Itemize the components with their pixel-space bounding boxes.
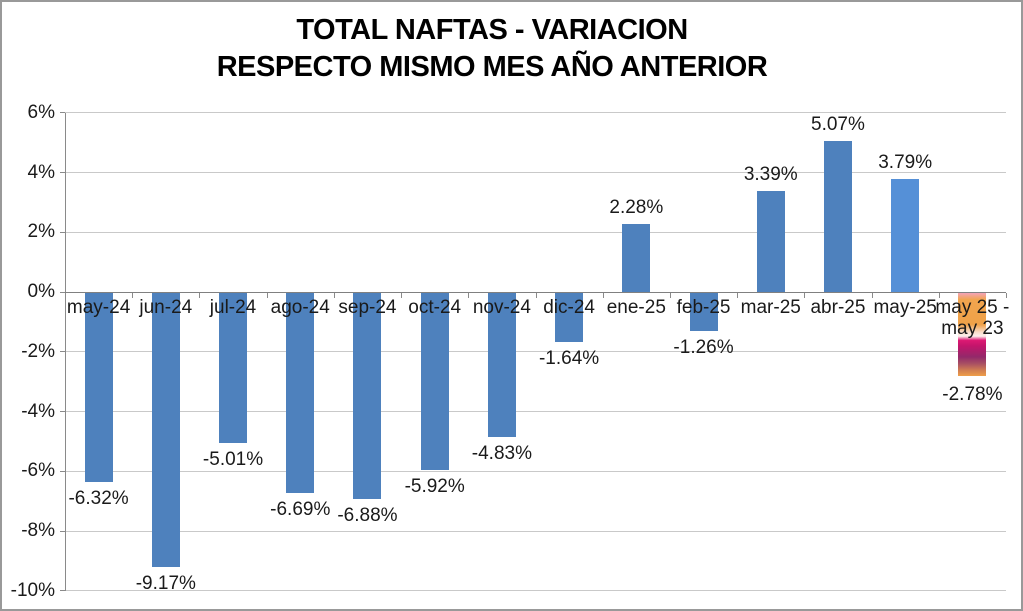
gridline-4pct (65, 172, 1006, 173)
data-label-sep-24: -6.88% (337, 504, 398, 526)
x-axis-tick-1 (132, 292, 134, 298)
y-tick-label--2%: -2% (21, 340, 55, 362)
x-axis-tick-7 (535, 292, 537, 298)
data-label-oct-24: -5.92% (404, 475, 465, 497)
chart-title: TOTAL NAFTAS - VARIACION RESPECTO MISMO … (2, 12, 982, 86)
category-label-mar-25: mar-25 (740, 297, 801, 318)
y-tick-label-0%: 0% (27, 281, 55, 302)
bar-ene-25 (622, 223, 651, 292)
y-tick-label-2%: 2% (27, 221, 55, 243)
bar-abr-25 (823, 140, 852, 292)
y-tick-label--10%: -10% (10, 579, 55, 601)
category-label-ago-24: ago-24 (270, 297, 330, 318)
x-axis-line (65, 291, 1006, 293)
bar-jun-24 (151, 293, 180, 567)
gridline--8pct (65, 530, 1006, 532)
chart-title-line1: TOTAL NAFTAS - VARIACION (296, 14, 688, 46)
y-axis-tick--10pct (60, 590, 65, 592)
category-label-jul-24: jul-24 (209, 297, 257, 318)
bar-feb-25 (689, 293, 718, 331)
data-label-may-24: -6.32% (68, 487, 129, 509)
gridline--10pct (65, 590, 1006, 592)
y-tick-label--8%: -8% (21, 520, 55, 541)
data-label-jun-24: -9.17% (135, 572, 196, 594)
category-label-ene-25: ene-25 (606, 297, 666, 318)
y-axis-tick-6pct (60, 112, 65, 114)
x-axis-tick-0 (65, 292, 66, 298)
data-label-may 25 - may 23: -2.78% (942, 384, 1003, 406)
y-axis-tick--2pct (60, 351, 65, 353)
x-axis-tick-4 (333, 292, 335, 298)
y-tick-label-4%: 4% (27, 161, 55, 183)
x-axis-tick-14 (1006, 292, 1007, 298)
category-label-sep-24: sep-24 (338, 297, 397, 318)
chart-title-line2: RESPECTO MISMO MES AÑO ANTERIOR (216, 51, 768, 83)
category-label-may 25 - may 23: may 25 - may 23 (935, 297, 1010, 339)
data-label-dic-24: -1.64% (538, 347, 600, 369)
x-axis-tick-13 (938, 292, 940, 298)
data-label-nov-24: -4.83% (471, 443, 532, 465)
data-label-jul-24: -5.01% (202, 448, 264, 470)
y-axis-tick--6pct (60, 470, 65, 472)
x-axis-tick-11 (804, 292, 806, 298)
y-tick-label--4%: -4% (21, 400, 55, 422)
bar-nov-24 (487, 293, 516, 438)
data-label-ene-25: 2.28% (609, 196, 664, 218)
gridline--2pct (65, 351, 1006, 353)
x-axis-tick-9 (669, 292, 671, 298)
bar-may-25 (891, 178, 920, 292)
bar-ago-24 (286, 293, 315, 493)
data-label-feb-25: -1.26% (673, 336, 734, 358)
gridline-2pct (65, 231, 1006, 233)
gridline--4pct (65, 411, 1006, 412)
gridline-6pct (65, 112, 1006, 114)
x-axis-tick-6 (468, 292, 470, 298)
y-axis-tick--8pct (60, 530, 65, 532)
y-tick-label-6%: 6% (27, 101, 55, 123)
bar-jul-24 (219, 293, 248, 443)
data-label-mar-25: 3.39% (743, 163, 798, 185)
x-axis-tick-3 (266, 292, 268, 298)
y-axis-tick-4pct (60, 172, 65, 173)
data-label-may-25: 3.79% (878, 151, 933, 173)
category-label-dic-24: dic-24 (543, 297, 595, 318)
bar-may 25 - may 23 (958, 293, 987, 377)
x-axis-tick-10 (737, 292, 739, 298)
bar-mar-25 (756, 190, 785, 292)
y-axis-tick-0pct (60, 291, 65, 293)
y-axis-tick--4pct (60, 411, 65, 412)
gridline--6pct (65, 470, 1006, 472)
category-label-feb-25: feb-25 (676, 297, 731, 318)
x-axis-tick-2 (199, 292, 201, 298)
y-axis-tick-2pct (60, 231, 65, 233)
category-label-may-24: may-24 (66, 297, 131, 318)
category-label-abr-25: abr-25 (810, 297, 866, 318)
y-tick-label--6%: -6% (21, 460, 55, 482)
y-axis-line (65, 112, 66, 591)
category-label-jun-24: jun-24 (139, 297, 193, 318)
data-label-ago-24: -6.69% (270, 498, 331, 520)
bar-dic-24 (555, 293, 584, 342)
x-axis-tick-12 (871, 292, 873, 298)
category-label-oct-24: oct-24 (408, 297, 462, 318)
bar-oct-24 (420, 293, 449, 470)
bar-sep-24 (353, 293, 382, 499)
x-axis-tick-5 (401, 292, 403, 298)
category-label-may-25: may-25 (873, 297, 937, 318)
data-label-abr-25: 5.07% (811, 113, 865, 135)
bar-may-24 (84, 293, 113, 482)
category-label-nov-24: nov-24 (472, 297, 531, 318)
x-axis-tick-8 (602, 292, 604, 298)
